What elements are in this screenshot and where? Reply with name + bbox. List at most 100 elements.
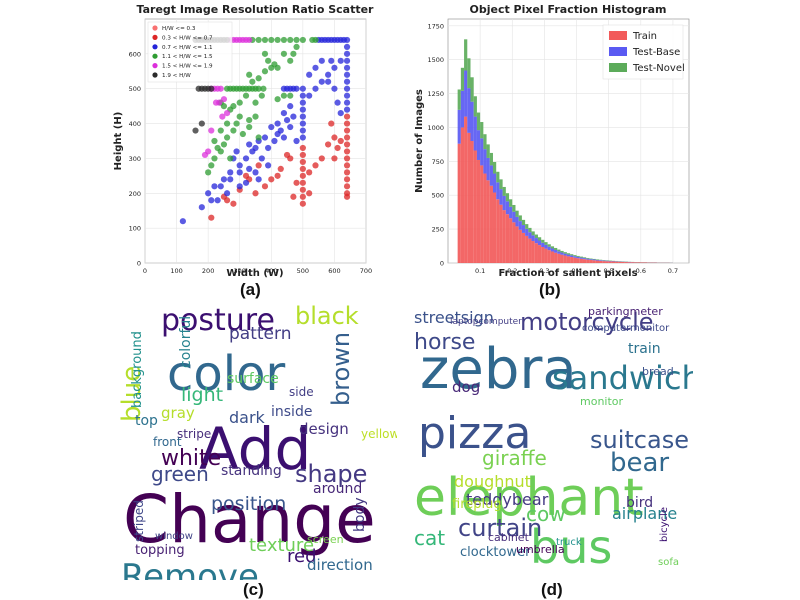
- histogram-bar: [563, 252, 567, 254]
- histogram-bar: [566, 254, 571, 257]
- cloud-word: cabinet: [488, 531, 529, 544]
- cloud-word: suitcase: [590, 426, 689, 454]
- legend-marker: [152, 25, 158, 31]
- scatter-point: [179, 218, 186, 225]
- scatter-point: [343, 120, 351, 127]
- histogram-bar: [496, 199, 500, 263]
- scatter-point: [299, 85, 306, 92]
- scatter-point: [198, 120, 205, 127]
- cloud-word: doughnut: [454, 472, 531, 491]
- histogram-bar: [525, 224, 529, 229]
- histogram-bar: [525, 228, 529, 236]
- histogram-bar: [464, 70, 468, 117]
- scatter-point: [312, 162, 319, 169]
- scatter-point: [331, 134, 338, 141]
- histogram-bar: [467, 88, 471, 133]
- histogram-bar: [476, 112, 481, 131]
- scatter-point: [331, 155, 338, 162]
- histogram-bar: [489, 152, 493, 166]
- scatter-point: [343, 155, 351, 162]
- histogram-bar: [521, 225, 526, 233]
- cloud-word: pizza: [418, 408, 532, 459]
- scatter-point: [198, 204, 205, 211]
- cloud-word: colorful: [178, 315, 194, 368]
- scatter-point: [299, 172, 306, 179]
- histogram-bar: [518, 215, 522, 222]
- y-tick-label: 250: [432, 226, 444, 234]
- scatter-point: [217, 127, 224, 134]
- histogram-bar: [627, 262, 632, 263]
- histogram-bar: [554, 252, 558, 263]
- histogram-bar: [476, 130, 481, 160]
- histogram-bar: [492, 162, 497, 174]
- scatter-point: [208, 127, 215, 134]
- y-tick-label: 200: [129, 190, 141, 198]
- histogram-bar: [550, 246, 555, 249]
- cloud-word: horse: [414, 330, 476, 355]
- histogram-bar: [460, 90, 465, 128]
- histogram-bar: [473, 150, 477, 263]
- histogram-bar: [512, 204, 516, 212]
- histogram-bar: [563, 255, 567, 263]
- scatter-point: [268, 123, 275, 131]
- scatter-point: [343, 57, 351, 64]
- caption-b: (b): [539, 280, 561, 299]
- cloud-word: brown: [327, 331, 355, 406]
- cloud-word: bread: [642, 365, 674, 378]
- scatter-point: [325, 78, 332, 85]
- scatter-point: [255, 134, 262, 141]
- histogram-bar: [576, 256, 580, 259]
- legend-box: [147, 21, 233, 83]
- scatter-point: [255, 176, 262, 183]
- cloud-word: front: [153, 435, 182, 449]
- histogram-bar: [589, 258, 593, 260]
- scatter-point: [223, 110, 231, 117]
- scatter-point: [219, 113, 226, 120]
- cloud-word: topping: [135, 543, 185, 558]
- scatter-point: [299, 186, 306, 193]
- scatter-point: [334, 99, 341, 106]
- legend-label: 1.5 < H/W <= 1.9: [162, 64, 213, 70]
- y-tick-label: 1000: [427, 124, 444, 132]
- cloud-word: dark: [229, 408, 265, 427]
- legend-swatch: [609, 47, 627, 56]
- histogram-bar: [586, 258, 590, 260]
- scatter-point: [223, 120, 231, 127]
- cloud-word: sofa: [658, 557, 679, 568]
- histogram-bar: [579, 257, 583, 259]
- cloud-word: green: [151, 462, 209, 486]
- histogram-bar: [605, 260, 609, 262]
- x-tick-label: 0.2: [507, 267, 517, 275]
- histogram-bar: [486, 180, 490, 263]
- cloud-word: Remove: [121, 557, 259, 580]
- cloud-word: bear: [610, 448, 670, 478]
- legend-marker: [152, 72, 158, 78]
- histogram-bar: [489, 185, 493, 263]
- scatter-point: [343, 141, 351, 148]
- scatter-point: [192, 127, 199, 134]
- x-tick-label: 700: [360, 267, 372, 275]
- scatter-point: [223, 85, 231, 92]
- scatter-point: [220, 176, 228, 183]
- scatter-point: [287, 123, 294, 131]
- histogram-bar: [476, 159, 481, 263]
- scatter-point: [287, 36, 294, 44]
- scatter-point: [236, 99, 243, 106]
- histogram-bar: [509, 218, 513, 263]
- scatter-point: [299, 179, 306, 186]
- x-tick-label: 500: [297, 267, 309, 275]
- scatter-point: [287, 92, 294, 99]
- scatter-point: [255, 36, 262, 44]
- scatter-point: [343, 99, 351, 106]
- y-tick-label: 500: [129, 85, 141, 93]
- scatter-point: [261, 134, 269, 141]
- scatter-point: [258, 92, 265, 99]
- histogram-bar: [544, 248, 548, 263]
- scatter-point: [255, 162, 262, 169]
- scatter-point: [343, 106, 351, 113]
- scatter-point: [299, 92, 306, 99]
- scatter-point: [223, 190, 231, 197]
- histogram-bar: [640, 262, 645, 263]
- cloud-word: yellow: [361, 427, 397, 441]
- legend-label: 1.1 < H/W <= 1.5: [162, 54, 213, 60]
